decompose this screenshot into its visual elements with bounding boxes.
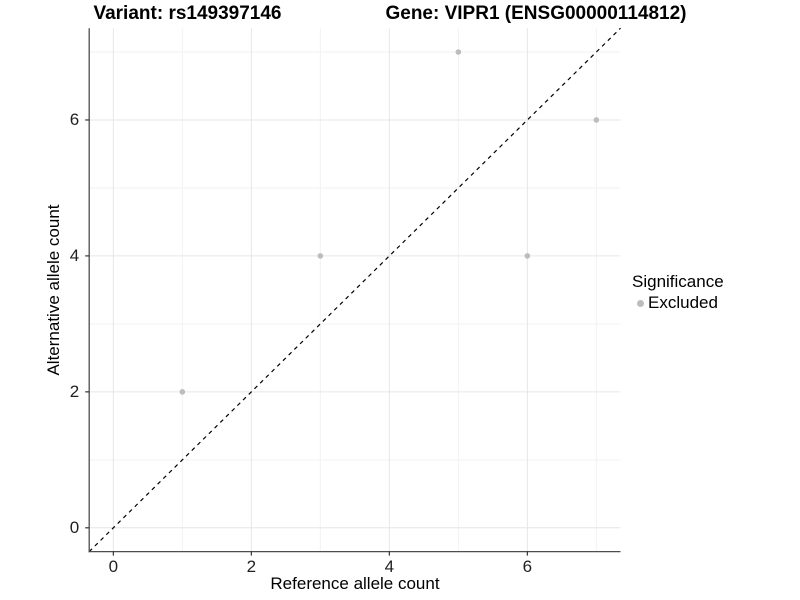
y-tick-label: 0: [69, 517, 80, 537]
legend: Significance Excluded: [630, 272, 724, 313]
y-tick-label: 2: [69, 381, 80, 401]
data-point: [179, 389, 186, 395]
x-tick-label: 6: [522, 557, 533, 576]
data-point: [455, 49, 462, 55]
data-point: [317, 253, 324, 259]
legend-entry-label: Excluded: [648, 293, 718, 312]
y-axis-title: Alternative allele count: [44, 204, 63, 376]
legend-title: Significance: [632, 272, 724, 291]
plot-title-gene: Gene: VIPR1 (ENSG00000114812): [385, 3, 687, 24]
excluded-point-icon: [637, 299, 644, 307]
data-point: [524, 253, 531, 259]
identity-dashed-line: [88, 27, 621, 553]
plot-title-variant: Variant: rs149397146: [93, 3, 282, 24]
data-point: [593, 117, 600, 123]
x-tick-label: 0: [108, 557, 119, 576]
x-axis-title: Reference allele count: [270, 574, 440, 593]
y-tick-label: 6: [69, 109, 80, 129]
legend-entry-excluded: Excluded: [630, 293, 724, 313]
y-tick-label: 4: [69, 245, 80, 265]
x-tick-label: 4: [384, 557, 395, 576]
x-tick-label: 2: [246, 557, 257, 576]
